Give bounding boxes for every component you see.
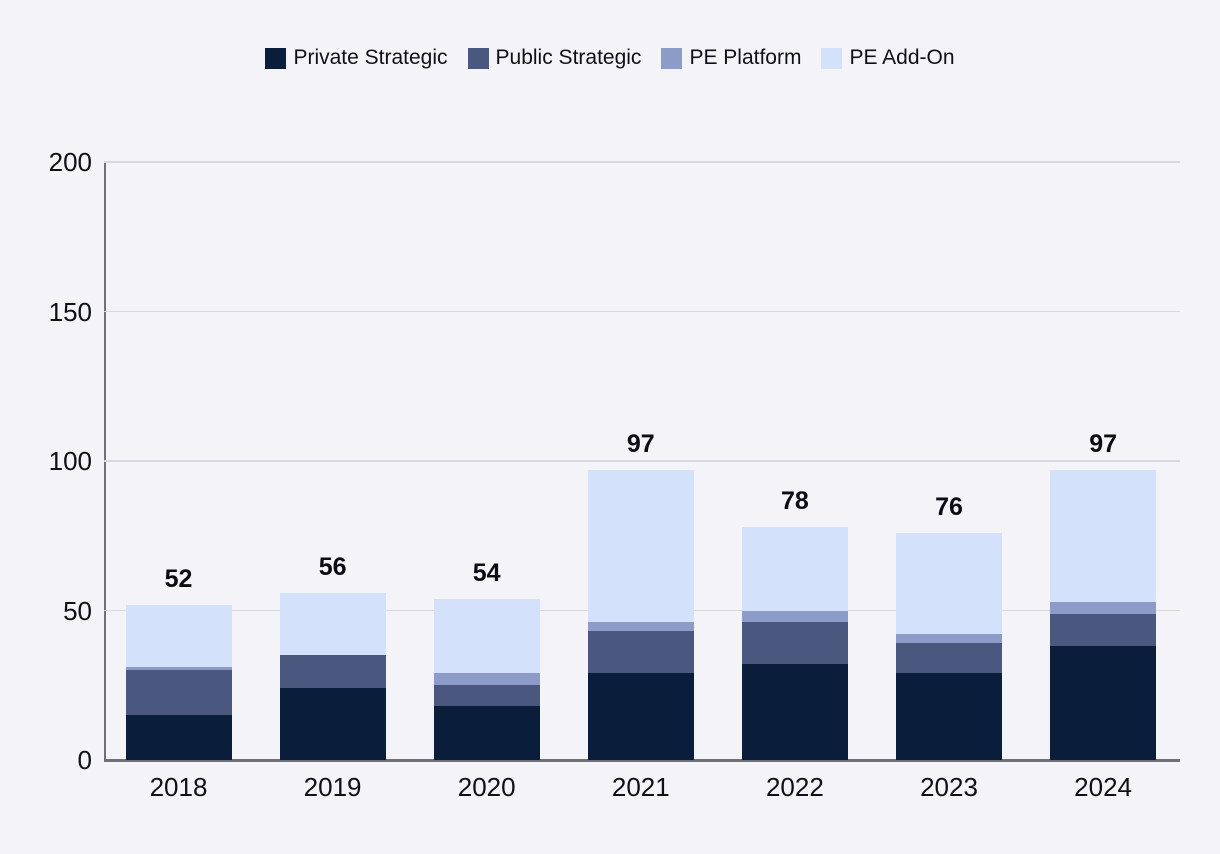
bar-total-label-2019: 56 — [318, 552, 347, 581]
x-axis-tick-label-2018: 2018 — [149, 772, 208, 802]
bar-segment-2023-private-strategic[interactable] — [896, 673, 1002, 760]
bar-total-label-2021: 97 — [626, 429, 655, 458]
legend-item-pe-add-on[interactable]: PE Add-On — [821, 46, 955, 70]
bar-segment-2019-pe-add-on[interactable] — [279, 592, 386, 656]
bar-segment-2019-public-strategic[interactable] — [279, 655, 386, 689]
bar-segment-2018-pe-platform[interactable] — [125, 667, 232, 671]
x-axis-line — [104, 759, 1180, 762]
y-axis-line — [104, 162, 106, 762]
x-axis-tick-label-2020: 2020 — [457, 772, 516, 802]
bar-segment-2021-pe-platform[interactable] — [587, 622, 694, 632]
x-axis-tick-label-2023: 2023 — [920, 772, 978, 802]
y-axis-tick-label-150: 150 — [48, 296, 92, 327]
square-swatch-icon — [661, 47, 683, 69]
bar-segment-2023-public-strategic[interactable] — [896, 643, 1002, 674]
bar-segment-2021-public-strategic[interactable] — [587, 631, 694, 674]
legend-label: PE Platform — [689, 46, 802, 69]
square-swatch-icon — [265, 47, 287, 69]
bar-segment-2022-private-strategic[interactable] — [741, 664, 848, 760]
bar-segment-2022-pe-platform[interactable] — [741, 610, 848, 623]
legend-item-public-strategic[interactable]: Public Strategic — [467, 46, 642, 70]
stacked-bar-2024 — [1050, 470, 1157, 760]
bar-segment-2024-public-strategic[interactable] — [1050, 613, 1157, 647]
plot-area: 52 56 54 97 78 76 97 — [104, 161, 1180, 760]
bar-segment-2020-private-strategic[interactable] — [433, 706, 540, 760]
gridline-200 — [104, 161, 1180, 163]
stacked-bar-2019 — [279, 592, 386, 760]
bar-segment-2020-pe-add-on[interactable] — [433, 598, 540, 674]
gridline-100 — [104, 460, 1180, 462]
bar-total-label-2020: 54 — [472, 558, 501, 587]
bar-segment-2021-pe-add-on[interactable] — [587, 469, 694, 623]
chart-legend: Private Strategic Public Strategic PE Plat… — [0, 46, 1220, 70]
bar-total-label-2018: 52 — [164, 564, 193, 593]
bar-total-label-2023: 76 — [935, 492, 963, 521]
y-axis-tick-label-50: 50 — [63, 595, 92, 626]
legend-item-pe-platform[interactable]: PE Platform — [661, 46, 801, 70]
bar-segment-2018-pe-add-on[interactable] — [125, 604, 232, 668]
x-axis-tick-label-2024: 2024 — [1074, 772, 1133, 802]
stacked-bar-2020 — [433, 598, 540, 760]
bar-segment-2020-pe-platform[interactable] — [433, 673, 540, 686]
x-axis-tick-label-2021: 2021 — [611, 772, 670, 802]
bar-total-label-2022: 78 — [780, 486, 809, 515]
legend-label: PE Add-On — [849, 46, 955, 69]
y-axis-tick-label-100: 100 — [48, 446, 92, 476]
legend-label: Private Strategic — [293, 46, 448, 69]
x-axis-tick-label-2019: 2019 — [303, 772, 362, 802]
square-swatch-icon — [467, 47, 489, 69]
bar-segment-2023-pe-add-on[interactable] — [896, 532, 1002, 635]
stacked-bar-2022 — [741, 526, 848, 760]
bar-segment-2020-public-strategic[interactable] — [433, 685, 540, 707]
bar-segment-2018-private-strategic[interactable] — [125, 715, 232, 760]
legend-item-private-strategic[interactable]: Private Strategic — [265, 46, 448, 70]
legend-label: Public Strategic — [495, 46, 642, 69]
x-axis-tick-label-2022: 2022 — [765, 772, 824, 802]
bar-segment-2024-pe-add-on[interactable] — [1050, 470, 1157, 602]
stacked-bar-2021 — [587, 469, 694, 760]
bar-segment-2022-pe-add-on[interactable] — [741, 526, 848, 611]
bar-segment-2024-pe-platform[interactable] — [1050, 601, 1157, 614]
bar-segment-2024-private-strategic[interactable] — [1050, 646, 1157, 760]
stacked-bar-2018 — [125, 604, 232, 760]
bar-total-label-2024: 97 — [1089, 429, 1117, 458]
square-swatch-icon — [821, 47, 843, 69]
bar-segment-2022-public-strategic[interactable] — [741, 622, 848, 665]
bar-segment-2023-pe-platform[interactable] — [896, 634, 1002, 644]
gridline-150 — [104, 310, 1180, 313]
y-axis-tick-label-200: 200 — [48, 147, 92, 177]
bar-segment-2019-private-strategic[interactable] — [279, 688, 386, 760]
bar-segment-2018-public-strategic[interactable] — [125, 670, 232, 716]
stacked-bar-2023 — [896, 532, 1002, 760]
bar-segment-2021-private-strategic[interactable] — [587, 673, 694, 760]
y-axis-tick-label-0: 0 — [77, 745, 92, 775]
